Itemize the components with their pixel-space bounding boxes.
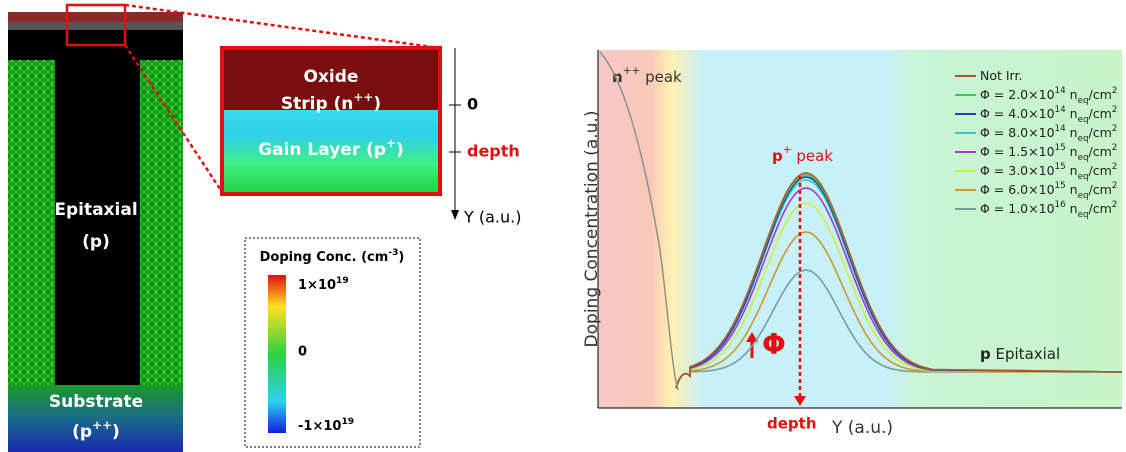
text-part: n: [1066, 182, 1078, 197]
text-part: 2: [1112, 181, 1118, 191]
text-part: n: [1066, 163, 1078, 178]
text-part: ): [112, 422, 120, 442]
text-part: 15: [1055, 143, 1066, 153]
figure: Epitaxial (p) Substrate (p++) Oxide Stri…: [0, 0, 1126, 452]
text-part: eq: [1078, 115, 1089, 125]
text-part: eq: [1078, 153, 1089, 163]
text-part: 19: [336, 276, 349, 286]
text-part: peak: [640, 68, 682, 86]
legend-label: Not Irr.: [980, 68, 1022, 83]
text-part: /cm: [1089, 201, 1112, 216]
text-part: Φ = 3.0×10: [980, 163, 1055, 178]
text-part: -3: [388, 248, 398, 258]
text-part: n: [1066, 144, 1078, 159]
label: (p): [82, 232, 110, 252]
text-part: eq: [1078, 96, 1089, 106]
label: Gain Layer (p+): [258, 136, 404, 161]
text-part: n: [1066, 87, 1078, 102]
zoom: Oxide Strip (n++) Gain Layer (p+) 0 dept…: [222, 48, 521, 227]
text-part: 19: [341, 417, 354, 427]
text-part: 2: [1112, 200, 1118, 210]
text-part: 2: [1112, 86, 1118, 96]
label: 0: [467, 95, 478, 114]
label: depth: [767, 415, 817, 433]
text-part: /cm: [1089, 163, 1112, 178]
label: p Epitaxial: [980, 345, 1060, 363]
label: depth: [467, 142, 520, 161]
plot: Doping Concentration (a.u.) Y (a.u.) dep…: [582, 50, 1122, 438]
text-part: -1×10: [298, 419, 341, 434]
y-axis-label: Doping Concentration (a.u.): [582, 111, 602, 348]
text-part: /cm: [1089, 106, 1112, 121]
text-part: p: [980, 345, 991, 363]
label: Epitaxial: [54, 200, 137, 220]
text-part: 2: [1112, 124, 1118, 134]
text-part: eq: [1078, 134, 1089, 144]
text-part: 15: [1055, 181, 1066, 191]
text-part: eq: [1078, 210, 1089, 220]
text-part: 15: [1055, 162, 1066, 172]
label: p+ peak: [772, 144, 833, 165]
label: n++ peak: [612, 65, 682, 86]
text-part: Doping Conc. (cm: [260, 250, 389, 265]
text-part: +: [783, 144, 792, 156]
text-part: Gain Layer (p: [258, 140, 386, 160]
text-part: p: [772, 147, 783, 165]
label: Oxide: [304, 67, 359, 87]
text-part: 14: [1055, 86, 1067, 96]
text-part: 14: [1055, 124, 1067, 134]
text-part: ++: [353, 90, 373, 104]
text-part: peak: [792, 147, 834, 165]
text-part: Φ = 6.0×10: [980, 182, 1055, 197]
text-part: ++: [92, 418, 112, 432]
text-part: Not Irr.: [980, 68, 1022, 83]
text-part: n: [1066, 106, 1078, 121]
text-part: /cm: [1089, 182, 1112, 197]
colorbar: Doping Conc. (cm-3) 1×1019 0 -1×1019: [245, 238, 420, 447]
label: Φ: [762, 328, 786, 361]
text-part: /cm: [1089, 125, 1112, 140]
text-part: ++: [623, 65, 641, 77]
text-part: 16: [1055, 200, 1067, 210]
text-part: 2: [1112, 162, 1118, 172]
text-part: n: [1066, 125, 1078, 140]
text-part: 2: [1112, 105, 1118, 115]
text-part: /cm: [1089, 144, 1112, 159]
text-part: Φ = 1.5×10: [980, 144, 1055, 159]
text-part: n: [1066, 201, 1078, 216]
text-part: Φ = 1.0×10: [980, 201, 1055, 216]
text-part: 2: [1112, 143, 1118, 153]
label: Substrate: [49, 392, 143, 412]
text-part: Φ = 8.0×10: [980, 125, 1055, 140]
text-part: ): [373, 94, 381, 114]
x-axis-label: Y (a.u.): [831, 418, 893, 438]
label: 0: [298, 345, 307, 360]
text-part: eq: [1078, 191, 1089, 201]
text-part: /cm: [1089, 87, 1112, 102]
text-part: +: [386, 136, 396, 150]
text-part: ): [396, 140, 404, 160]
text-part: 14: [1055, 105, 1067, 115]
text-part: (p: [72, 422, 92, 442]
text-part: Φ = 2.0×10: [980, 87, 1055, 102]
text-part: Strip (n: [281, 94, 354, 114]
text-part: eq: [1078, 172, 1089, 182]
label: Doping Conc. (cm-3): [260, 248, 405, 265]
text-part: n: [612, 68, 623, 86]
text-part: Epitaxial: [991, 345, 1060, 363]
text-part: ): [398, 250, 404, 265]
text-part: 1×10: [298, 278, 336, 293]
text-part: Φ = 4.0×10: [980, 106, 1055, 121]
label: Y (a.u.): [463, 208, 521, 227]
